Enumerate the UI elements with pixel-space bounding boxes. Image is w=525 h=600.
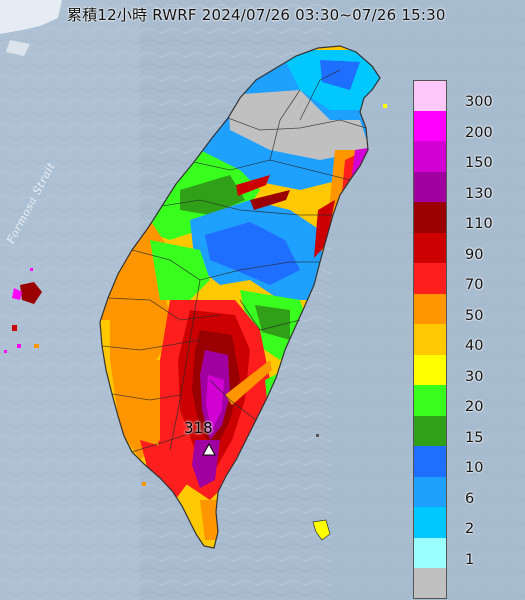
legend-label: 50 xyxy=(465,307,484,324)
legend-swatch xyxy=(413,354,447,385)
legend-label: 10 xyxy=(465,460,484,476)
legend-row: 1 xyxy=(413,537,497,568)
legend-swatch xyxy=(413,80,447,111)
legend-row: 200 xyxy=(413,110,497,141)
legend-swatch xyxy=(413,415,447,446)
legend-label: 30 xyxy=(465,368,484,385)
legend-label: 130 xyxy=(465,185,493,202)
legend-swatch xyxy=(413,537,447,568)
legend-swatch xyxy=(413,568,447,599)
color-legend: 300 200 150 130 110 90 70 50 40 30 20 15 10 6 2 1 xyxy=(413,80,497,599)
legend-row: 2 xyxy=(413,507,497,538)
legend-swatch xyxy=(413,446,447,477)
legend-swatch xyxy=(413,385,447,416)
legend-label: 200 xyxy=(465,124,493,141)
legend-row: 130 xyxy=(413,171,497,202)
legend-row: 6 xyxy=(413,476,497,507)
legend-swatch xyxy=(413,507,447,538)
peak-triangle-icon xyxy=(202,442,216,456)
legend-row: 10 xyxy=(413,446,497,477)
legend-row: 70 xyxy=(413,263,497,294)
legend-swatch xyxy=(413,110,447,141)
legend-label: 90 xyxy=(465,246,484,263)
legend-row: 300 xyxy=(413,80,497,111)
legend-swatch xyxy=(413,476,447,507)
legend-label: 1 xyxy=(465,551,475,568)
legend-label: 2 xyxy=(465,521,475,537)
map-title: 累積12小時 RWRF 2024/07/26 03:30~07/26 15:30 xyxy=(67,6,446,24)
legend-swatch xyxy=(413,324,447,355)
legend-swatch xyxy=(413,293,447,324)
legend-row: 50 xyxy=(413,293,497,324)
legend-swatch xyxy=(413,171,447,202)
legend-label: 20 xyxy=(465,399,484,415)
legend-label: 110 xyxy=(465,216,493,232)
legend-row: 150 xyxy=(413,141,497,172)
legend-label: 300 xyxy=(465,94,493,110)
legend-swatch xyxy=(413,202,447,233)
legend-label: 6 xyxy=(465,490,475,507)
legend-row: 40 xyxy=(413,324,497,355)
legend-row: 90 xyxy=(413,232,497,263)
legend-label: 40 xyxy=(465,338,484,354)
legend-row: 110 xyxy=(413,202,497,233)
legend-label: 150 xyxy=(465,155,493,171)
legend-row: 30 xyxy=(413,354,497,385)
legend-swatch xyxy=(413,141,447,172)
legend-swatch xyxy=(413,232,447,263)
peak-value-label: 318 xyxy=(184,419,213,437)
legend-label: 70 xyxy=(465,277,484,293)
legend-row: 15 xyxy=(413,415,497,446)
legend-swatch xyxy=(413,263,447,294)
legend-row: 20 xyxy=(413,385,497,416)
legend-row xyxy=(413,568,497,599)
legend-label: 15 xyxy=(465,429,484,446)
